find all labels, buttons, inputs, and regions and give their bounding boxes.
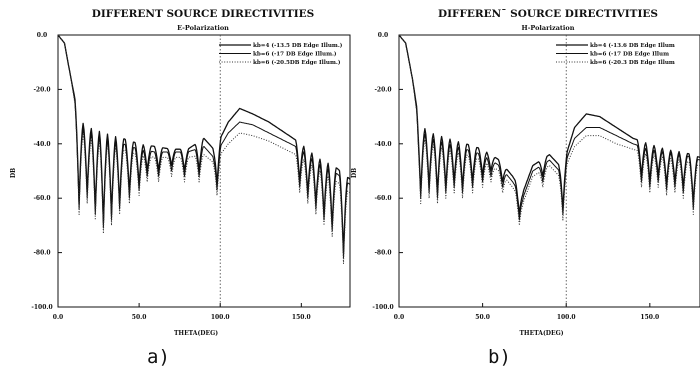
x-tick-label: 50.0 (475, 314, 490, 321)
y-tick-label: 0.0 (378, 32, 388, 39)
plot-frame (57, 34, 351, 308)
x-tick-label: 0.0 (53, 314, 63, 321)
x-tick-label: 100.0 (557, 314, 576, 321)
legend-label-3: kb=6 (-20.5DB Edge Illum.) (253, 59, 341, 66)
series-line-1 (399, 35, 700, 216)
y-tick-label: -40.0 (374, 141, 391, 148)
y-axis-label: DB (10, 168, 17, 178)
x-axis-label: THETA(DEG) (174, 330, 218, 337)
x-tick-label: 150.0 (292, 314, 311, 321)
y-tick-label: -80.0 (33, 250, 50, 257)
series-group (399, 35, 700, 226)
y-axis-label: DB (351, 168, 358, 178)
y-tick-label: -40.0 (33, 141, 50, 148)
series-line-1 (58, 35, 350, 254)
legend-label-2: kb=6 (-17 DB Edge Illum.) (253, 51, 337, 58)
x-axis-label: THETA(DEG) (519, 330, 563, 337)
chart-panel-h-polarization: DIFFERENˉ SOURCE DIRECTIVITIES H-Polariza… (351, 8, 700, 337)
chart-subtitle: H-Polarization (522, 24, 575, 32)
y-tick-label: -20.0 (374, 86, 391, 93)
x-tick-label: 100.0 (211, 314, 230, 321)
chart-title: DIFFERENˉ SOURCE DIRECTIVITIES (438, 8, 658, 20)
panel-caption-a: a) (147, 346, 170, 368)
series-line-2 (399, 35, 700, 221)
y-tick-label: -100.0 (372, 304, 393, 311)
x-tick-label: 150.0 (640, 314, 659, 321)
chart-panel-e-polarization: DIFFERENT SOURCE DIRECTIVITIES E-Polariza… (10, 8, 351, 337)
y-tick-label: -60.0 (33, 195, 50, 202)
plot-frame (398, 34, 700, 308)
legend-label-1: kb=4 (-13.5 DB Edge Illum.) (253, 42, 343, 49)
x-tick-label: 50.0 (132, 314, 147, 321)
y-tick-label: 0.0 (37, 32, 47, 39)
series-line-3 (58, 35, 350, 264)
legend-label-1: kb=4 (-13.6 DB Edge Illum (590, 42, 675, 49)
x-tick-label: 0.0 (394, 314, 404, 321)
chart-subtitle: E-Polarization (177, 24, 229, 32)
series-line-2 (58, 35, 350, 259)
y-tick-label: -60.0 (374, 195, 391, 202)
y-tick-label: -20.0 (33, 86, 50, 93)
panel-caption-b: b) (488, 346, 511, 368)
series-group (58, 35, 350, 264)
legend-label-2: kb=6 (-17 DB Edge Illum (590, 51, 669, 58)
chart-title: DIFFERENT SOURCE DIRECTIVITIES (92, 8, 315, 20)
legend-label-3: kb=6 (-20.3 DB Edge Illum (590, 59, 675, 66)
y-tick-label: -80.0 (374, 250, 391, 257)
series-line-3 (399, 35, 700, 226)
y-tick-label: -100.0 (31, 304, 52, 311)
